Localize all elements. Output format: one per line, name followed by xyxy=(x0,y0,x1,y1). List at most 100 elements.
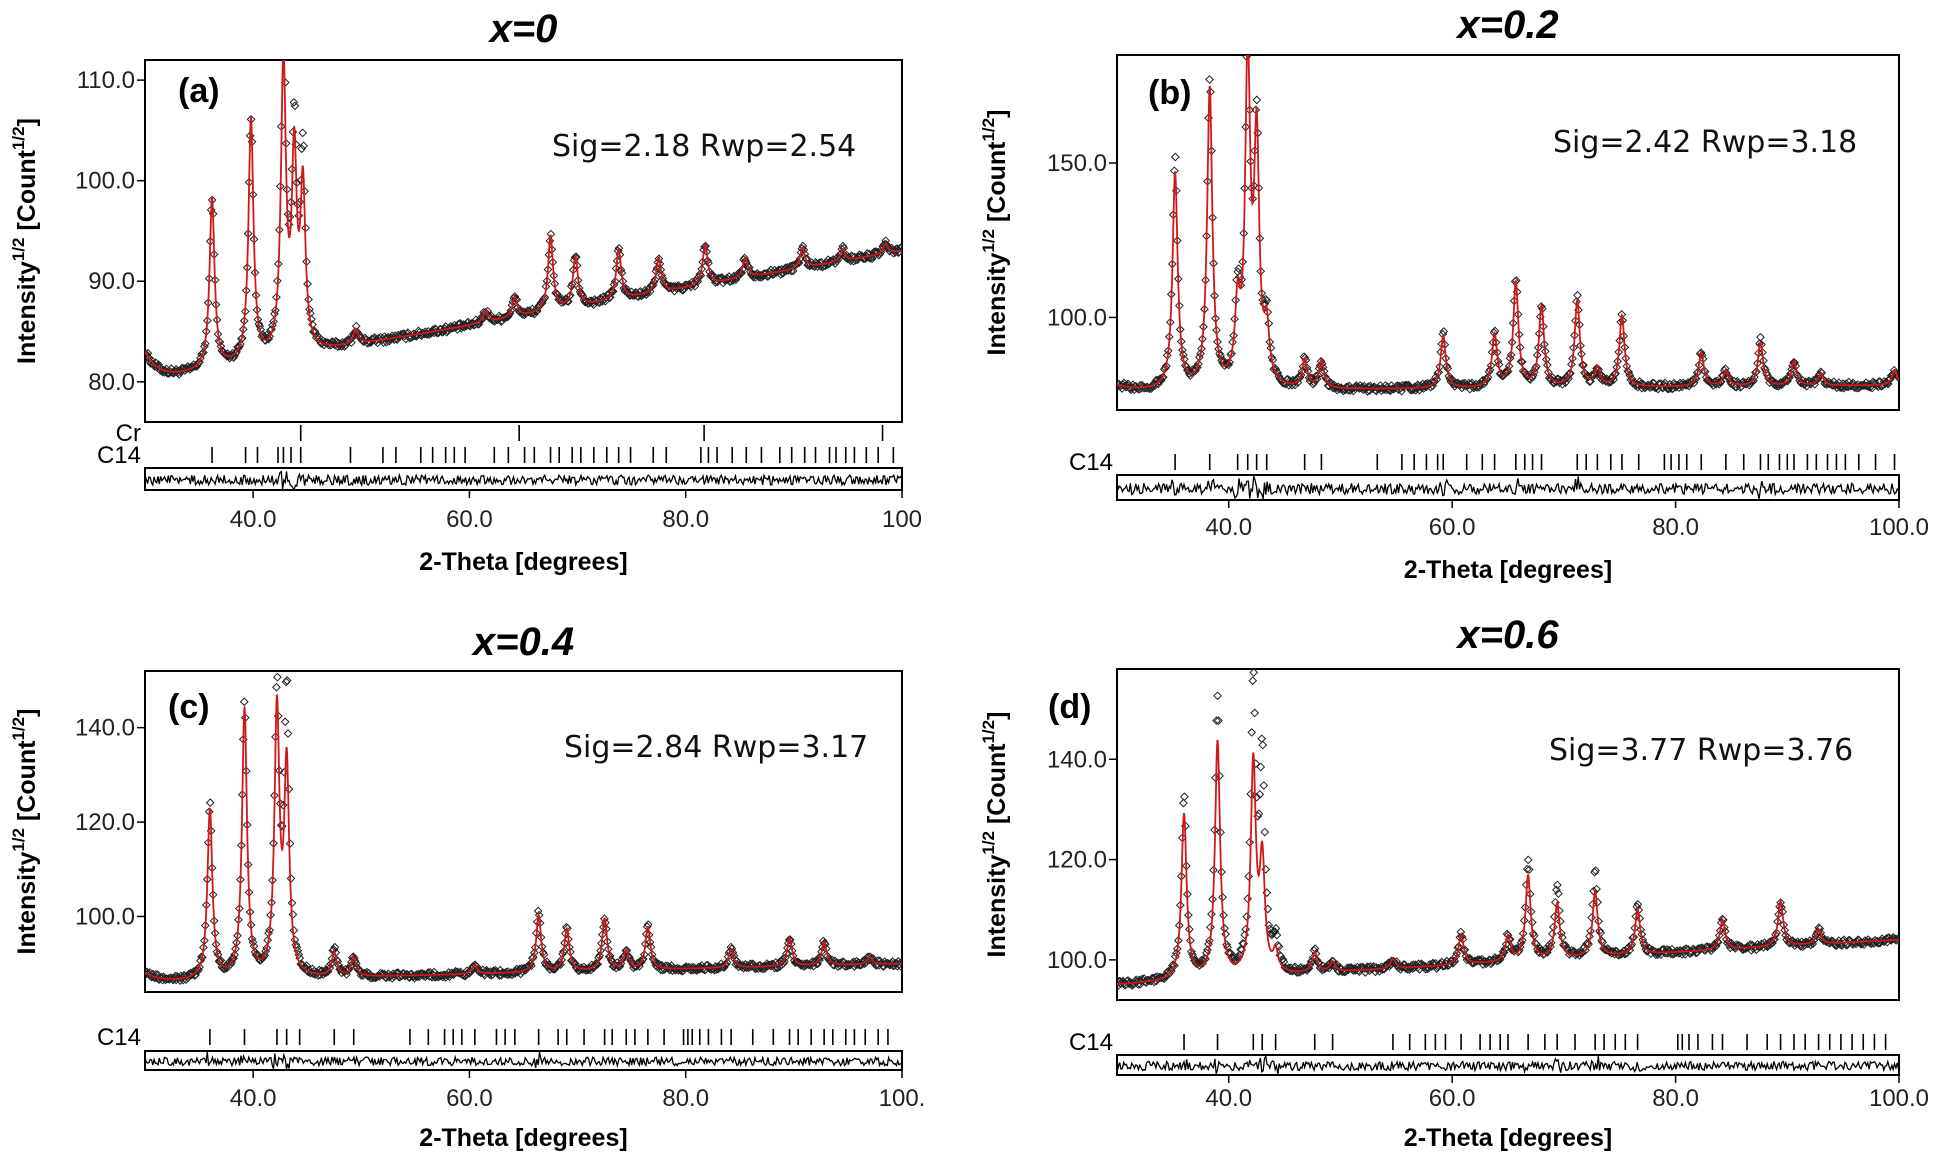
observed-point xyxy=(546,229,556,239)
observed-point xyxy=(243,229,253,239)
observed-point xyxy=(1219,910,1228,920)
y-label-main: Intensity xyxy=(983,253,1011,356)
panel-label: (b) xyxy=(1148,74,1191,112)
observed-point xyxy=(567,955,577,965)
phase-row-c14: C14 xyxy=(1069,449,1896,476)
observed-point xyxy=(283,729,293,738)
observed-point xyxy=(1202,231,1211,241)
observed-point xyxy=(1716,377,1726,387)
observed-point xyxy=(265,925,274,935)
observed-point xyxy=(1271,923,1281,933)
y-axis-label: Intensity1/2 [Count1/2] xyxy=(979,110,1011,356)
observed-point xyxy=(1554,889,1563,899)
fit-statistics: Sig=2.84 Rwp=3.17 xyxy=(564,730,868,765)
observed-point xyxy=(1519,916,1529,925)
observed-point xyxy=(250,268,260,278)
observed-point xyxy=(1182,889,1192,899)
observed-point xyxy=(1210,291,1219,301)
x-tick-label: 40.0 xyxy=(230,506,277,533)
observed-point xyxy=(272,292,281,302)
observed-point xyxy=(1627,939,1637,949)
observed-point xyxy=(1521,880,1531,890)
y-label-main: Intensity xyxy=(13,261,41,364)
observed-point xyxy=(598,930,607,939)
observed-point xyxy=(1486,361,1496,370)
observed-point xyxy=(1547,929,1557,939)
observed-point xyxy=(1183,910,1193,920)
observed-point xyxy=(1538,322,1548,331)
observed-point xyxy=(867,254,877,264)
panel-label: (c) xyxy=(168,688,210,726)
observed-point xyxy=(1213,691,1222,701)
phase-row-c14: C14 xyxy=(1069,1029,1887,1056)
observed-point xyxy=(236,840,246,850)
observed-point xyxy=(656,265,666,275)
plot-frame xyxy=(144,59,903,423)
observed-point xyxy=(1172,944,1182,954)
x-tick-label: 100.0 xyxy=(1869,514,1929,541)
observed-point xyxy=(1245,105,1255,115)
x-tick-label: 80.0 xyxy=(1652,1085,1699,1112)
plot-area xyxy=(145,672,902,985)
observed-point xyxy=(1172,236,1182,246)
panel-b: x=0.2 100.0 150.0 (b) Sig=2.42 Rwp=3.18 Inten… xyxy=(979,3,1929,584)
observed-point xyxy=(1254,183,1264,193)
observed-point xyxy=(1211,773,1220,783)
observed-point xyxy=(1756,332,1765,342)
observed-point xyxy=(1216,828,1225,837)
observed-point xyxy=(1492,347,1502,357)
fit-statistics: Sig=3.77 Rwp=3.76 xyxy=(1549,733,1853,768)
observed-point xyxy=(236,875,245,884)
observed-point xyxy=(568,265,578,275)
observed-point xyxy=(244,887,254,897)
observed-point xyxy=(1214,716,1223,726)
x-tick-label: 60.0 xyxy=(446,506,493,533)
observed-point xyxy=(1211,314,1220,323)
observed-point xyxy=(1541,354,1551,364)
observed-point xyxy=(298,128,308,138)
observed-point xyxy=(1612,362,1622,372)
observed-point xyxy=(1181,861,1191,871)
observed-point xyxy=(205,798,215,808)
x-axis-label: 2-Theta [degrees] xyxy=(1404,1124,1612,1152)
observed-point xyxy=(1791,361,1801,371)
y-tick-label: 140.0 xyxy=(75,715,135,742)
observed-point xyxy=(1229,331,1239,340)
observed-point xyxy=(241,766,251,776)
observed-point xyxy=(1543,367,1553,377)
observed-point xyxy=(213,329,223,339)
observed-point xyxy=(330,942,340,952)
observed-point xyxy=(200,936,209,945)
observed-point xyxy=(282,185,292,194)
observed-point xyxy=(273,672,282,682)
x-axis-label: 2-Theta [degrees] xyxy=(419,548,627,576)
observed-point xyxy=(211,300,221,310)
observed-point xyxy=(270,791,279,800)
observed-point xyxy=(285,839,295,848)
observed-point xyxy=(1577,349,1586,359)
observed-point xyxy=(1208,894,1217,904)
observed-point xyxy=(246,115,256,124)
observed-point xyxy=(212,315,222,325)
observed-point xyxy=(896,243,902,253)
observed-point xyxy=(1619,331,1629,341)
observed-point xyxy=(1513,309,1523,319)
observed-point xyxy=(1590,867,1599,877)
observed-point xyxy=(245,907,255,917)
observed-point xyxy=(729,951,739,960)
calculated-profile xyxy=(145,60,902,373)
observed-point xyxy=(1525,889,1535,899)
observed-point xyxy=(235,904,244,913)
y-label-end: ] xyxy=(13,118,41,126)
observed-point xyxy=(1441,353,1451,363)
observed-point xyxy=(1262,296,1272,306)
observed-point xyxy=(1568,354,1577,363)
y-tick-label: 100.0 xyxy=(1047,947,1107,974)
observed-point xyxy=(268,875,277,885)
observed-point xyxy=(1199,322,1208,332)
observed-point xyxy=(1540,347,1550,356)
observed-point xyxy=(600,914,609,924)
phase-name: C14 xyxy=(1069,1029,1113,1056)
observed-point xyxy=(1569,343,1578,353)
observed-point xyxy=(1220,924,1229,933)
